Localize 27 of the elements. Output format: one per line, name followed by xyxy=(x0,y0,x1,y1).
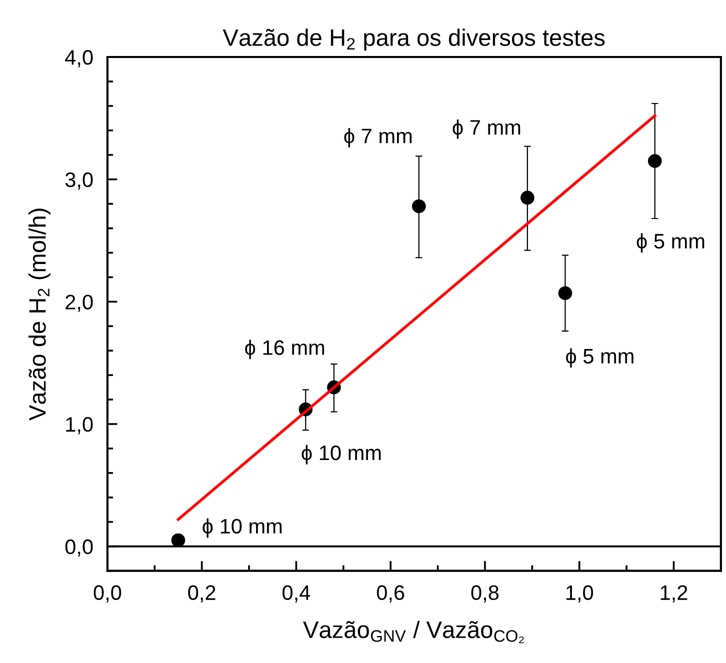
annotation: ϕ 5 mm xyxy=(636,233,704,253)
x-tick-label: 0,8 xyxy=(471,585,499,602)
x-tick-label: 0,6 xyxy=(376,585,404,602)
x-tick-label: 0,2 xyxy=(188,585,216,602)
point xyxy=(171,533,186,548)
chart-title: Vazão de H$_{2}$ para os diversos testes xyxy=(222,28,605,51)
x-tick-label: 0,0 xyxy=(94,585,122,602)
point xyxy=(412,199,426,214)
point xyxy=(520,190,534,205)
x-tick-label: 1,2 xyxy=(660,585,688,602)
y-tick-label: 0,0 xyxy=(65,539,93,557)
annotation: ϕ 16 mm xyxy=(245,340,324,360)
point xyxy=(648,154,662,168)
y-tick-label: 4,0 xyxy=(65,50,93,68)
y-tick-label: 3,0 xyxy=(65,172,93,190)
x-tick-label: 1,0 xyxy=(566,585,594,602)
x-tick-label: 0,4 xyxy=(282,585,310,602)
y-axis-title: Vazão de H$_{2}$ (mol/h) xyxy=(28,208,51,421)
annotation: ϕ 7 mm xyxy=(452,119,520,139)
y-tick-label: 1,0 xyxy=(66,417,93,434)
point xyxy=(558,286,572,300)
annotation: ϕ 7 mm xyxy=(344,128,412,148)
annotation: ϕ 5 mm xyxy=(566,348,634,368)
annotation: ϕ 10 mm xyxy=(302,444,381,464)
x-axis-title: Vazão$_{GNV}$ / Vazão$_{CO₂}$ xyxy=(303,620,524,644)
y-tick-label: 2,0 xyxy=(66,294,93,312)
annotation: ϕ 10 mm xyxy=(202,518,282,538)
